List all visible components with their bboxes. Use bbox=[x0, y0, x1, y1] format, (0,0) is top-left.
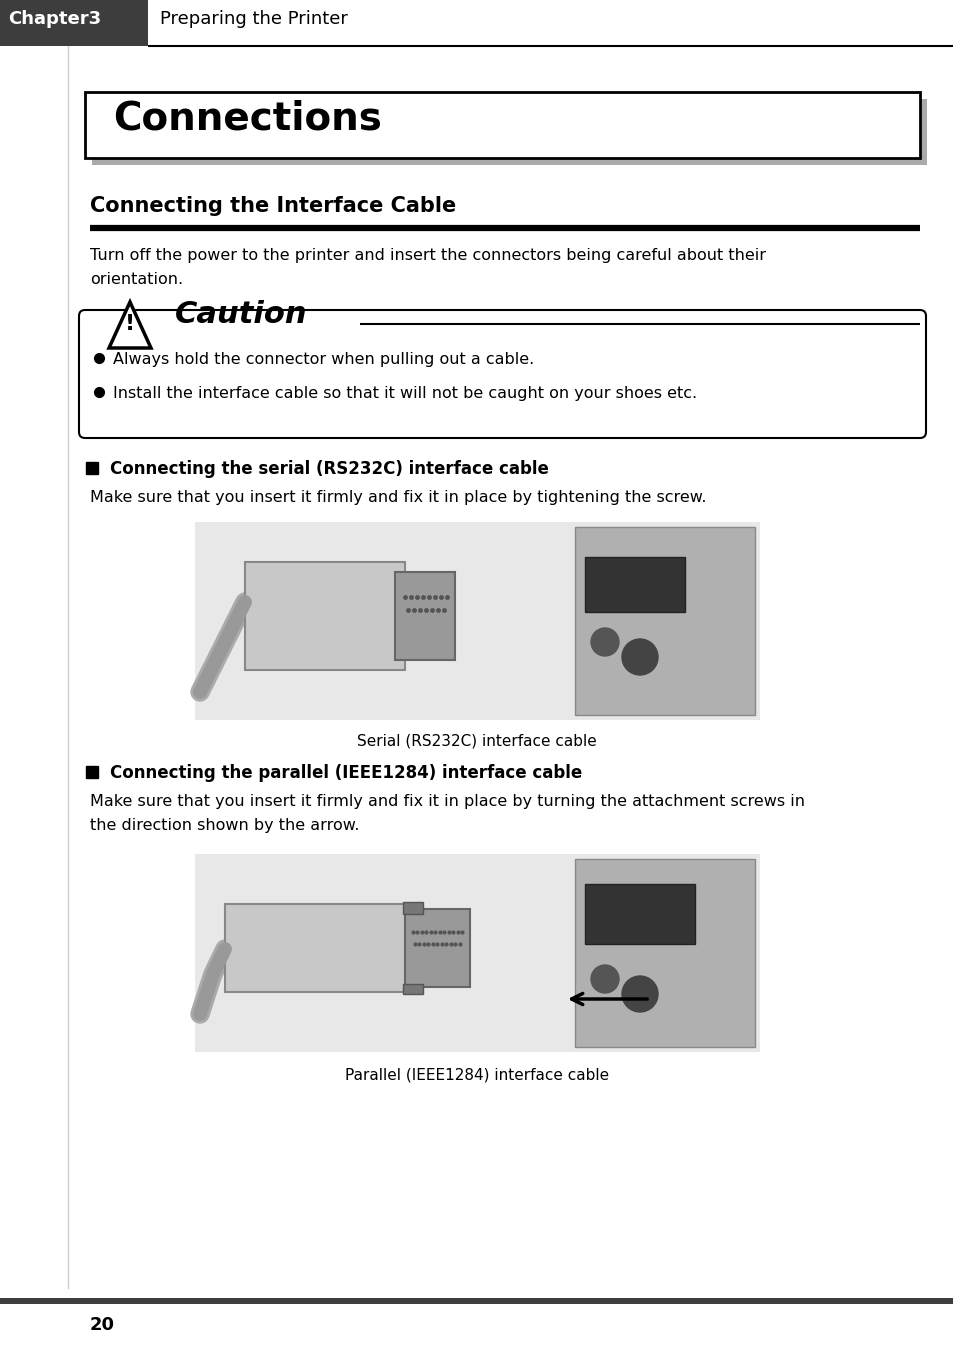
Bar bbox=[405, 909, 470, 987]
Bar bbox=[91, 99, 926, 165]
Bar bbox=[245, 562, 405, 671]
Bar bbox=[194, 854, 760, 1052]
Text: Preparing the Printer: Preparing the Printer bbox=[160, 9, 348, 28]
Text: Connecting the Interface Cable: Connecting the Interface Cable bbox=[90, 196, 456, 216]
Bar bbox=[85, 92, 919, 158]
Text: Parallel (IEEE1284) interface cable: Parallel (IEEE1284) interface cable bbox=[345, 1068, 608, 1083]
Bar bbox=[402, 984, 422, 994]
Bar bbox=[194, 522, 760, 721]
Text: Connections: Connections bbox=[112, 100, 381, 138]
FancyBboxPatch shape bbox=[79, 310, 925, 438]
Text: Connecting the serial (RS232C) interface cable: Connecting the serial (RS232C) interface… bbox=[110, 460, 548, 479]
Text: Serial (RS232C) interface cable: Serial (RS232C) interface cable bbox=[356, 734, 597, 749]
Text: Caution: Caution bbox=[174, 300, 307, 329]
Circle shape bbox=[621, 639, 658, 675]
Bar bbox=[225, 904, 415, 992]
Text: Turn off the power to the printer and insert the connectors being careful about : Turn off the power to the printer and in… bbox=[90, 247, 765, 264]
Text: Make sure that you insert it firmly and fix it in place by turning the attachmen: Make sure that you insert it firmly and … bbox=[90, 794, 804, 808]
Text: orientation.: orientation. bbox=[90, 272, 183, 287]
Text: Connecting the parallel (IEEE1284) interface cable: Connecting the parallel (IEEE1284) inter… bbox=[110, 764, 581, 781]
Circle shape bbox=[590, 965, 618, 992]
Bar bbox=[0, 1298, 953, 1303]
Text: Make sure that you insert it firmly and fix it in place by tightening the screw.: Make sure that you insert it firmly and … bbox=[90, 489, 706, 506]
Bar bbox=[584, 884, 695, 944]
Circle shape bbox=[590, 627, 618, 656]
Circle shape bbox=[621, 976, 658, 1013]
Text: Install the interface cable so that it will not be caught on your shoes etc.: Install the interface cable so that it w… bbox=[112, 387, 697, 402]
Text: Chapter3: Chapter3 bbox=[8, 9, 101, 28]
Bar bbox=[575, 527, 754, 715]
Bar bbox=[148, 0, 953, 46]
Text: 20: 20 bbox=[90, 1315, 115, 1334]
Bar bbox=[395, 572, 455, 660]
Polygon shape bbox=[109, 301, 151, 347]
Bar bbox=[575, 859, 754, 1046]
Text: the direction shown by the arrow.: the direction shown by the arrow. bbox=[90, 818, 359, 833]
Bar bbox=[0, 0, 953, 46]
Text: !: ! bbox=[125, 314, 135, 334]
Bar bbox=[584, 557, 684, 612]
Bar bbox=[402, 902, 422, 914]
Text: Always hold the connector when pulling out a cable.: Always hold the connector when pulling o… bbox=[112, 352, 534, 366]
